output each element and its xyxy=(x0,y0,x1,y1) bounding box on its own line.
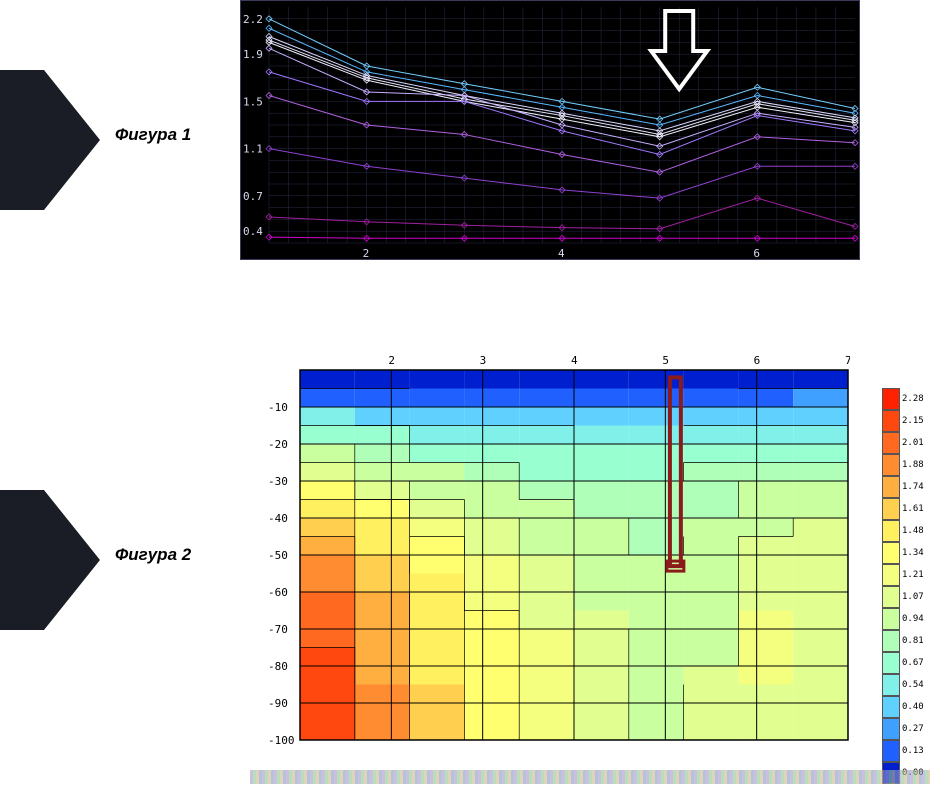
figure-1-svg: 0.4 0.7 1.1 1.5 1.9 2.2 2 4 6 xyxy=(241,1,861,261)
legend-swatch xyxy=(882,586,900,608)
arrow-shape-1 xyxy=(0,70,100,210)
legend-row: 1.48 xyxy=(882,520,930,542)
figure-1-chart: 0.4 0.7 1.1 1.5 1.9 2.2 2 4 6 xyxy=(240,0,860,260)
figure-1-label-text: Фигура 1 xyxy=(115,125,191,145)
legend-row: 2.15 xyxy=(882,410,930,432)
legend-value: 2.28 xyxy=(902,394,924,404)
legend-value: 1.88 xyxy=(902,460,924,470)
legend-value: 1.61 xyxy=(902,504,924,514)
legend-value: 0.27 xyxy=(902,724,924,734)
legend-swatch xyxy=(882,630,900,652)
svg-text:-60: -60 xyxy=(268,586,288,599)
legend-row: 1.61 xyxy=(882,498,930,520)
legend-row: 1.74 xyxy=(882,476,930,498)
arrow-shape-2 xyxy=(0,490,100,630)
legend-row: 1.88 xyxy=(882,454,930,476)
legend-value: 0.54 xyxy=(902,680,924,690)
legend-row: 0.94 xyxy=(882,608,930,630)
svg-text:6: 6 xyxy=(754,354,761,367)
legend-row: 0.81 xyxy=(882,630,930,652)
svg-text:-70: -70 xyxy=(268,623,288,636)
legend-value: 1.74 xyxy=(902,482,924,492)
svg-text:4: 4 xyxy=(571,354,578,367)
legend-swatch xyxy=(882,498,900,520)
legend-value: 0.94 xyxy=(902,614,924,624)
svg-text:1.5: 1.5 xyxy=(243,95,263,108)
svg-text:-100: -100 xyxy=(268,734,295,747)
svg-text:1.1: 1.1 xyxy=(243,143,263,156)
legend-row: 0.54 xyxy=(882,674,930,696)
legend-value: 0.67 xyxy=(902,658,924,668)
figure-label-2: Фигура 2 xyxy=(0,490,110,630)
svg-text:5: 5 xyxy=(662,354,669,367)
legend-row: 2.28 xyxy=(882,388,930,410)
legend-row: 1.07 xyxy=(882,586,930,608)
legend-swatch xyxy=(882,674,900,696)
svg-text:6: 6 xyxy=(753,247,760,260)
svg-text:7: 7 xyxy=(845,354,850,367)
svg-text:0.7: 0.7 xyxy=(243,190,263,203)
svg-text:-20: -20 xyxy=(268,438,288,451)
legend-swatch xyxy=(882,608,900,630)
legend-swatch xyxy=(882,564,900,586)
legend-swatch xyxy=(882,520,900,542)
svg-text:-80: -80 xyxy=(268,660,288,673)
legend-swatch xyxy=(882,432,900,454)
legend-value: 0.13 xyxy=(902,746,924,756)
legend-swatch xyxy=(882,718,900,740)
legend-row: 2.01 xyxy=(882,432,930,454)
svg-text:-10: -10 xyxy=(268,401,288,414)
legend-swatch xyxy=(882,454,900,476)
legend-value: 2.15 xyxy=(902,416,924,426)
svg-text:2: 2 xyxy=(363,247,370,260)
legend-swatch xyxy=(882,740,900,762)
figure-label-1: Фигура 1 xyxy=(0,70,110,210)
legend-swatch xyxy=(882,696,900,718)
legend-row: 0.40 xyxy=(882,696,930,718)
legend-row: 1.34 xyxy=(882,542,930,564)
svg-text:0.4: 0.4 xyxy=(243,225,263,238)
svg-text:1.9: 1.9 xyxy=(243,48,263,61)
noise-strip xyxy=(250,770,930,784)
legend-value: 2.01 xyxy=(902,438,924,448)
svg-text:-50: -50 xyxy=(268,549,288,562)
legend-value: 1.48 xyxy=(902,526,924,536)
figure-2-legend: 2.28 2.15 2.01 1.88 1.74 1.61 1.48 1.34 1.21 1.07… xyxy=(882,388,930,784)
svg-text:2: 2 xyxy=(388,354,395,367)
legend-value: 1.34 xyxy=(902,548,924,558)
legend-swatch xyxy=(882,388,900,410)
svg-text:-90: -90 xyxy=(268,697,288,710)
figure-2-svg: 2 3 4 5 6 7 -10 -20 -30 -40 -50 -60 -70 -80 -90 -100 xyxy=(250,350,850,750)
legend-swatch xyxy=(882,410,900,432)
legend-row: 0.67 xyxy=(882,652,930,674)
legend-swatch xyxy=(882,542,900,564)
legend-value: 1.07 xyxy=(902,592,924,602)
legend-swatch xyxy=(882,652,900,674)
legend-row: 0.27 xyxy=(882,718,930,740)
legend-value: 1.21 xyxy=(902,570,924,580)
figure-2-label-text: Фигура 2 xyxy=(115,545,191,565)
svg-text:3: 3 xyxy=(480,354,487,367)
legend-swatch xyxy=(882,476,900,498)
svg-text:-30: -30 xyxy=(268,475,288,488)
svg-text:4: 4 xyxy=(558,247,565,260)
legend-row: 0.13 xyxy=(882,740,930,762)
legend-row: 1.21 xyxy=(882,564,930,586)
svg-text:-40: -40 xyxy=(268,512,288,525)
legend-value: 0.40 xyxy=(902,702,924,712)
legend-value: 0.81 xyxy=(902,636,924,646)
svg-text:2.2: 2.2 xyxy=(243,13,263,26)
figure-2-chart: 2 3 4 5 6 7 -10 -20 -30 -40 -50 -60 -70 -80 -90 -100 2.… xyxy=(250,350,930,750)
